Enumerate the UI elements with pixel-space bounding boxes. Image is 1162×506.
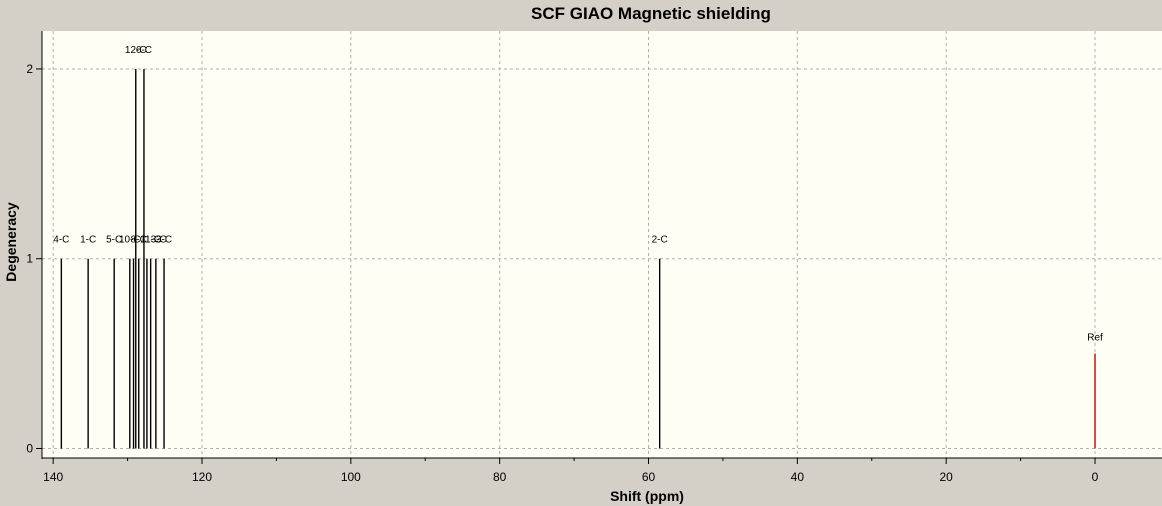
peak-label: 4-C [53, 235, 69, 246]
axes: 140 120 100 80 60 40 20 0 0 1 2 [26, 31, 1162, 484]
peak-label: 5-C [106, 235, 122, 246]
reference-label: Ref [1087, 333, 1103, 344]
peak-label: 10-C [119, 235, 141, 246]
x-tick-label: 140 [43, 470, 63, 484]
peak-label: 11-C [140, 235, 161, 246]
x-tick-label: 0 [1092, 470, 1099, 484]
chart-title: SCF GIAO Magnetic shielding [531, 4, 771, 23]
peak-label: 1-C [80, 235, 96, 246]
peak-label: 8-C [131, 235, 147, 246]
x-tick-label: 60 [642, 470, 656, 484]
x-tick-label: 120 [192, 470, 212, 484]
y-tick-label: 0 [26, 442, 33, 456]
y-tick-label: 2 [26, 62, 33, 76]
y-tick-label: 1 [26, 252, 33, 266]
peak-label: 6-C [136, 45, 152, 56]
peak-labels: Ref 4-C 1-C 5-C10-C8-C11-C13-C3-C 2-C 12-C6-C [53, 45, 1103, 344]
x-axis-label: Shift (ppm) [610, 488, 684, 504]
y-axis-label: Degeneracy [3, 202, 19, 282]
x-tick-label: 80 [493, 470, 507, 484]
x-tick-label: 100 [341, 470, 361, 484]
peak-label: 12-C [125, 45, 147, 56]
peak-label: 2-C [652, 235, 668, 246]
plot-area [42, 31, 1162, 458]
peaks [60, 68, 1096, 449]
x-tick-label: 20 [940, 470, 954, 484]
x-tick-label: 40 [791, 470, 805, 484]
peak-label: 3-C [156, 235, 172, 246]
peak-label: 13-C [145, 235, 167, 246]
